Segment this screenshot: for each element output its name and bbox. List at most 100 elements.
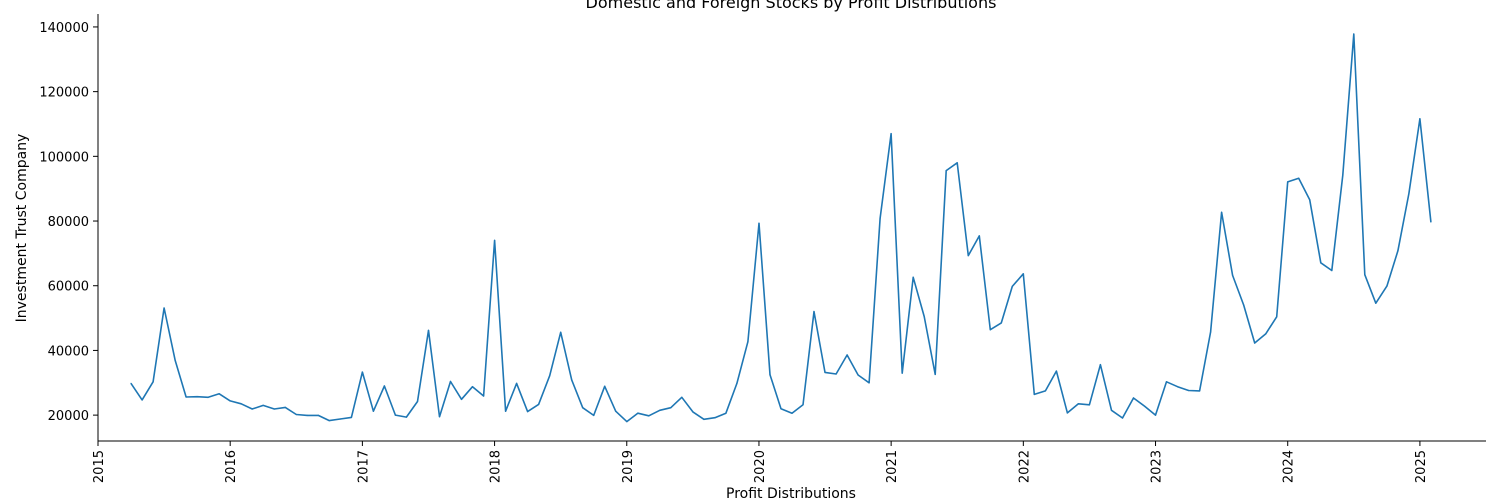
data-point: [350, 416, 352, 418]
x-tick-label: 2016: [224, 450, 239, 483]
data-point: [659, 409, 661, 411]
data-point: [1165, 381, 1168, 383]
data-point: [615, 410, 617, 412]
data-point: [317, 414, 319, 416]
data-point: [780, 408, 782, 410]
data-point: [1110, 409, 1113, 411]
data-point: [725, 412, 727, 414]
x-tick-label: 2021: [885, 450, 900, 483]
series-points: [130, 33, 1432, 423]
data-point: [471, 386, 474, 388]
series-line: [130, 33, 1432, 423]
data-point: [218, 393, 220, 395]
data-point: [1055, 370, 1057, 372]
data-point: [1309, 199, 1311, 201]
data-point: [1375, 302, 1377, 304]
data-point: [1221, 211, 1223, 213]
data-point: [846, 354, 848, 356]
x-tick-label: 2025: [1414, 450, 1429, 483]
data-point: [923, 315, 925, 318]
data-point: [383, 385, 385, 387]
data-point: [416, 400, 419, 403]
data-point: [427, 329, 430, 331]
data-point: [648, 415, 650, 417]
data-point: [460, 398, 463, 400]
y-tick-label: 20000: [48, 409, 89, 424]
data-point: [593, 414, 595, 416]
data-point: [945, 170, 947, 172]
x-tick-label: 2024: [1282, 450, 1297, 483]
data-point: [262, 404, 264, 406]
data-point: [692, 411, 694, 413]
data-point: [328, 420, 330, 422]
data-point: [505, 410, 507, 412]
data-point: [394, 414, 396, 416]
data-point: [857, 374, 859, 376]
data-point: [405, 416, 407, 418]
data-point: [1353, 33, 1355, 35]
data-point: [989, 329, 991, 331]
data-point: [1408, 192, 1410, 195]
data-point: [560, 331, 562, 333]
data-point: [1210, 331, 1212, 333]
chart-title: Domestic and Foreign Stocks by Profit Di…: [586, 0, 997, 12]
data-point: [736, 382, 738, 384]
data-point: [196, 396, 198, 398]
data-point: [185, 396, 187, 398]
data-point: [372, 410, 374, 412]
data-point: [1199, 390, 1201, 392]
data-point: [868, 382, 870, 384]
data-point: [449, 380, 452, 383]
data-point: [273, 408, 275, 410]
data-point: [1088, 404, 1090, 406]
data-point: [1287, 181, 1289, 183]
data-point: [934, 373, 936, 375]
data-point: [361, 371, 363, 373]
data-point: [1044, 390, 1046, 392]
data-point: [824, 371, 826, 373]
data-point: [1099, 364, 1101, 366]
x-tick-label: 2023: [1150, 450, 1165, 483]
data-point: [240, 403, 242, 405]
data-point: [626, 421, 628, 423]
data-point: [901, 372, 903, 374]
data-point: [207, 396, 209, 398]
data-point: [1154, 414, 1157, 416]
data-point: [1254, 342, 1256, 344]
data-point: [1430, 221, 1432, 223]
y-tick-label: 100000: [39, 150, 89, 165]
y-tick-label: 60000: [48, 280, 89, 295]
data-point: [516, 382, 518, 384]
data-point: [670, 407, 672, 409]
series-group: [130, 33, 1432, 423]
data-point: [1298, 177, 1300, 179]
data-point: [1188, 389, 1190, 392]
data-point: [295, 413, 297, 416]
data-point: [1177, 386, 1179, 388]
data-point: [1320, 262, 1322, 264]
data-point: [339, 418, 341, 420]
data-point: [1419, 118, 1421, 120]
data-point: [956, 162, 958, 164]
y-tick-label: 120000: [39, 86, 89, 101]
data-point: [1011, 285, 1013, 287]
data-point: [802, 404, 804, 406]
y-axis-ticks: 20000 40000 60000 80000 100000 120000 140000: [39, 21, 98, 424]
data-point: [163, 307, 165, 309]
data-point: [141, 399, 143, 401]
data-point: [1143, 405, 1146, 407]
data-point: [571, 379, 573, 381]
data-point: [747, 341, 749, 343]
data-point: [813, 311, 815, 313]
data-point: [483, 395, 485, 397]
x-axis-ticks: 2015 2016 2017 2018 2019 2020 2021 2022 2023 2024…: [92, 441, 1429, 483]
data-point: [1077, 403, 1079, 405]
data-point: [714, 417, 716, 419]
data-point: [1243, 304, 1245, 306]
data-point: [130, 382, 132, 384]
data-point: [604, 385, 606, 387]
data-point: [1265, 333, 1267, 335]
data-point: [229, 400, 231, 402]
data-point: [1386, 285, 1388, 287]
